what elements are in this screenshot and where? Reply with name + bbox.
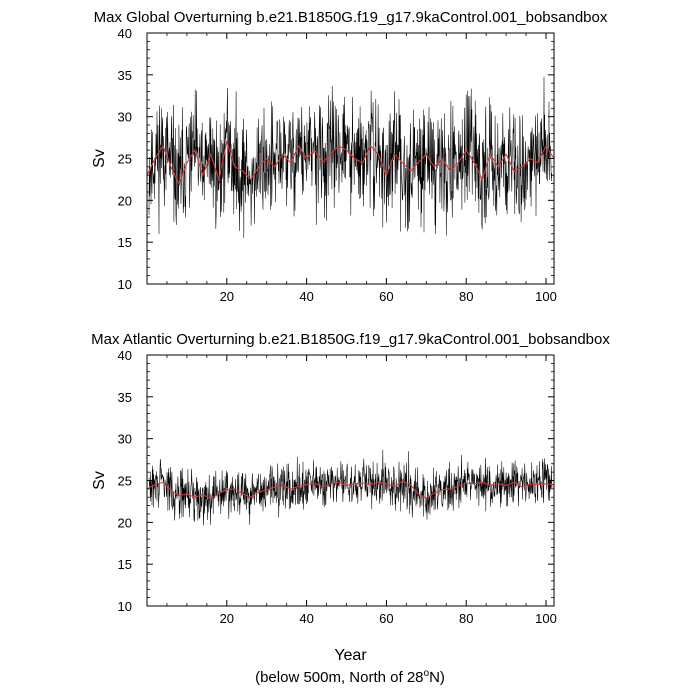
- global-x-tick-label: 60: [379, 289, 393, 304]
- atlantic-raw-series-line: [148, 449, 553, 526]
- global-y-tick-label: 15: [118, 235, 132, 250]
- footnote-suffix: N): [429, 669, 445, 686]
- atlantic-y-tick-label: 20: [118, 515, 132, 530]
- global-y-tick-label: 35: [118, 68, 132, 83]
- global-smoothed-series-line: [146, 139, 555, 185]
- global-x-tick-label: 80: [459, 289, 473, 304]
- global-y-tick-label: 20: [118, 193, 132, 208]
- global-y-tick-label: 10: [118, 277, 132, 292]
- global-x-tick-label: 40: [299, 289, 313, 304]
- footnote-prefix: (below 500m, North of 28: [255, 669, 424, 686]
- atlantic-x-axis-label: Year: [334, 647, 367, 664]
- global-y-tick-label: 40: [118, 26, 132, 41]
- atlantic-overturning-panel: Max Atlantic Overturning b.e21.B1850G.f1…: [91, 331, 610, 664]
- atlantic-x-tick-label: 40: [299, 611, 313, 626]
- atlantic-y-tick-label: 15: [118, 557, 132, 572]
- global-x-tick-label: 20: [220, 289, 234, 304]
- atlantic-x-tick-label: 100: [535, 611, 557, 626]
- footnote: (below 500m, North of 28oN): [0, 668, 700, 686]
- global-overturning-panel: Max Global Overturning b.e21.B1850G.f19_…: [91, 9, 608, 304]
- footnote-degree: o: [423, 668, 430, 679]
- atlantic-x-tick-label: 20: [220, 611, 234, 626]
- atlantic-y-tick-label: 10: [118, 599, 132, 614]
- global-y-axis-label: Sv: [91, 149, 108, 168]
- global-x-tick-label: 100: [535, 289, 557, 304]
- atlantic-y-tick-label: 25: [118, 474, 132, 489]
- atlantic-y-tick-label: 40: [118, 348, 132, 363]
- global-y-tick-label: 25: [118, 152, 132, 167]
- global-chart-title: Max Global Overturning b.e21.B1850G.f19_…: [94, 9, 608, 26]
- atlantic-y-tick-label: 30: [118, 432, 132, 447]
- atlantic-x-tick-label: 80: [459, 611, 473, 626]
- atlantic-chart-title: Max Atlantic Overturning b.e21.B1850G.f1…: [91, 331, 610, 348]
- atlantic-y-axis-label: Sv: [91, 471, 108, 490]
- atlantic-smoothed-series-line: [146, 480, 555, 500]
- atlantic-y-tick-label: 35: [118, 390, 132, 405]
- global-raw-series-line: [148, 76, 553, 239]
- global-y-tick-label: 30: [118, 110, 132, 125]
- atlantic-x-tick-label: 60: [379, 611, 393, 626]
